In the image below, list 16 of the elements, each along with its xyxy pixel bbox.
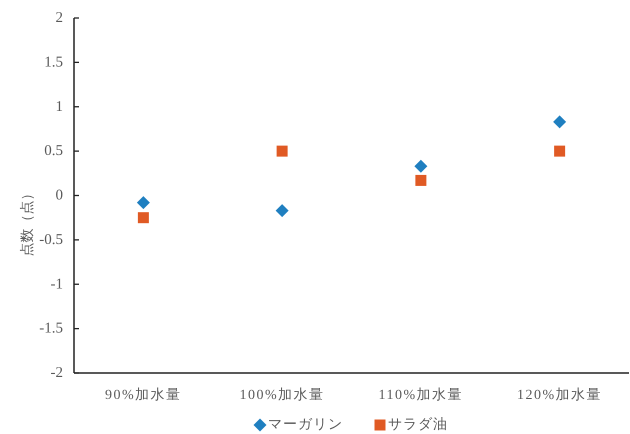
ytick-label: 1.5: [44, 54, 63, 70]
legend-label: マーガリン: [268, 418, 343, 432]
ytick-label: -0.5: [39, 232, 63, 248]
xtick-label: 100%加水量: [240, 388, 325, 403]
ytick-label: 0: [56, 188, 63, 204]
ylabel: 点数（点）: [20, 186, 36, 256]
ytick-label: -2: [50, 365, 63, 381]
ytick-label: 1: [56, 98, 63, 115]
xtick-label: 110%加水量: [378, 388, 464, 403]
ytick-label: 2: [56, 10, 63, 26]
ytick-label: -1: [50, 276, 63, 292]
xtick-label: 120%加水量: [517, 388, 602, 403]
ytick-label: -1.5: [39, 320, 63, 337]
xtick-label: 90%加水量: [105, 388, 182, 403]
legend-label: サラダ油: [388, 418, 448, 432]
ytick-label: 0.5: [44, 143, 63, 160]
